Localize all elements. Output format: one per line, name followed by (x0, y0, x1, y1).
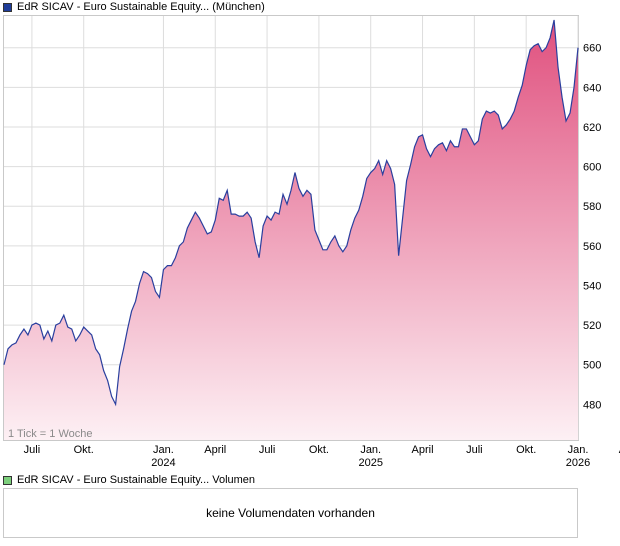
volume-legend: EdR SICAV - Euro Sustainable Equity... V… (3, 473, 255, 487)
y-tick-label: 600 (583, 162, 601, 174)
x-tick-label: Jan. (568, 444, 589, 456)
y-tick-label: 540 (583, 280, 601, 292)
x-tick-label: Okt. (74, 444, 94, 456)
price-legend-label: EdR SICAV - Euro Sustainable Equity... (… (17, 1, 265, 13)
tick-interval-note: 1 Tick = 1 Woche (8, 428, 93, 440)
y-tick-label: 520 (583, 320, 601, 332)
y-tick-label: 660 (583, 43, 601, 55)
x-tick-label: Okt. (516, 444, 536, 456)
x-tick-label: April (619, 444, 620, 456)
y-tick-label: 560 (583, 241, 601, 253)
x-tick-label: Juli (259, 444, 276, 456)
x-tick-label: Juli (466, 444, 483, 456)
y-tick-label: 640 (583, 82, 601, 94)
x-tick-label: April (204, 444, 226, 456)
x-tick-label: Juli (24, 444, 41, 456)
y-tick-label: 620 (583, 122, 601, 134)
price-chart: 480 500 520 540 560 580 600 620 640 660 Juli Okt. J… (3, 15, 620, 469)
price-area (4, 19, 578, 441)
y-tick-label: 580 (583, 201, 601, 213)
x-year-label: 2025 (358, 457, 382, 469)
x-year-label: 2024 (151, 457, 175, 469)
y-tick-label: 480 (583, 399, 601, 411)
x-tick-label: April (412, 444, 434, 456)
no-volume-message: keine Volumendaten vorhanden (206, 506, 375, 520)
y-axis-labels: 480 500 520 540 560 580 600 620 640 660 (583, 43, 601, 412)
y-tick-label: 500 (583, 360, 601, 372)
price-legend-swatch (3, 2, 12, 12)
price-legend: EdR SICAV - Euro Sustainable Equity... (… (3, 0, 265, 14)
volume-legend-swatch (3, 475, 12, 485)
volume-panel: keine Volumendaten vorhanden (3, 488, 578, 538)
x-year-label: 2026 (566, 457, 590, 469)
x-tick-label: Okt. (309, 444, 329, 456)
price-line (3, 19, 579, 407)
x-tick-label: Jan. (360, 444, 381, 456)
volume-legend-label: EdR SICAV - Euro Sustainable Equity... V… (17, 474, 256, 486)
x-tick-label: Jan. (153, 444, 174, 456)
